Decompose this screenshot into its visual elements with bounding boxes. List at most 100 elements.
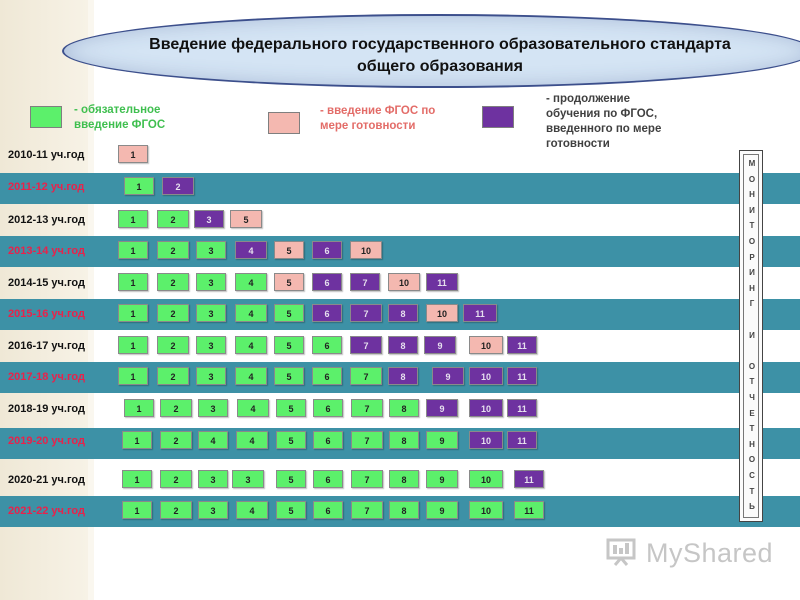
grade-box: 9: [432, 367, 464, 385]
monitoring-letter: И: [749, 205, 755, 215]
title-ellipse: [62, 14, 800, 88]
grade-box: 1: [124, 177, 154, 195]
grade-box: 3: [198, 399, 228, 417]
grade-box: 8: [388, 336, 418, 354]
row-year-label: 2010-11 уч.год: [8, 149, 85, 161]
grade-box: 7: [351, 470, 383, 488]
grade-box: 5: [274, 367, 304, 385]
grade-box: 1: [118, 210, 148, 228]
grade-box: 7: [351, 501, 383, 519]
grade-box: 2: [157, 210, 189, 228]
grade-box: 4: [237, 399, 269, 417]
row-year-label: 2012-13 уч.год: [8, 214, 85, 226]
grade-box: 5: [274, 304, 304, 322]
grade-box: 10: [469, 367, 503, 385]
grade-box: 9: [426, 431, 458, 449]
grade-box: 6: [312, 336, 342, 354]
legend-label-continued: - продолжение обучения по ФГОС, введенно…: [546, 93, 662, 150]
grade-box: 9: [426, 399, 458, 417]
grade-box: 7: [350, 336, 382, 354]
grade-box: 3: [196, 367, 226, 385]
grade-box: 7: [351, 431, 383, 449]
grade-box: 4: [235, 273, 267, 291]
monitoring-letter: И: [749, 268, 755, 278]
row-year-label: 2015-16 уч.год: [8, 308, 85, 320]
monitoring-letter: Т: [749, 377, 755, 387]
grade-box: 11: [507, 399, 537, 417]
grade-box: 3: [198, 501, 228, 519]
grade-box: 8: [389, 431, 419, 449]
grade-box: 10: [469, 336, 503, 354]
monitoring-letter: О: [748, 361, 756, 371]
grade-box: 1: [118, 304, 148, 322]
page-title: Введение федерального государственного о…: [70, 34, 800, 78]
monitoring-letter: О: [748, 455, 756, 465]
grade-box: 7: [350, 367, 382, 385]
row-band: [0, 173, 800, 204]
grade-box: 7: [351, 399, 383, 417]
grade-box: 8: [389, 501, 419, 519]
grade-box: 2: [157, 241, 189, 259]
grade-box: 6: [312, 241, 342, 259]
row-year-label: 2020-21 уч.год: [8, 474, 85, 486]
grade-box: 10: [469, 501, 503, 519]
watermark-text: MyShared: [646, 538, 774, 568]
monitoring-letter: Ч: [749, 393, 755, 402]
grade-box: 2: [157, 336, 189, 354]
grade-box: 5: [274, 336, 304, 354]
grade-box: 1: [118, 367, 148, 385]
grade-box: 1: [118, 241, 148, 259]
grade-box: 11: [514, 470, 544, 488]
grade-box: 6: [313, 399, 343, 417]
row-year-label: 2011-12 уч.год: [8, 181, 85, 193]
grade-box: 3: [198, 470, 228, 488]
grade-box: 8: [389, 470, 419, 488]
monitoring-letter: Т: [749, 424, 755, 434]
grade-box: 1: [118, 336, 148, 354]
legend-swatch-optional: [268, 112, 300, 134]
grade-box: 6: [313, 470, 343, 488]
grade-box: 6: [313, 501, 343, 519]
grade-box: 11: [507, 431, 537, 449]
monitoring-letter: С: [749, 471, 755, 480]
grade-box: 2: [160, 431, 192, 449]
grade-box: 4: [235, 367, 267, 385]
monitoring-letter: Г: [749, 299, 755, 309]
grade-box: 4: [236, 501, 268, 519]
grade-box: 2: [160, 470, 192, 488]
grade-box: 2: [160, 501, 192, 519]
grade-box: 3: [196, 273, 226, 291]
grade-box: 2: [160, 399, 192, 417]
grade-box: 9: [424, 336, 456, 354]
title-line-1: Введение федерального государственного о…: [149, 36, 731, 53]
grade-box: 9: [426, 501, 458, 519]
grade-box: 11: [507, 367, 537, 385]
grade-box: 8: [388, 367, 418, 385]
row-year-label: 2019-20 уч.год: [8, 435, 85, 447]
grade-box: 11: [507, 336, 537, 354]
legend-swatch-continued: [482, 106, 514, 128]
grade-box: 11: [463, 304, 497, 322]
grade-box: 1: [118, 273, 148, 291]
grade-box: 1: [122, 501, 152, 519]
grade-box: 5: [276, 399, 306, 417]
grade-box: 10: [388, 273, 420, 291]
title-line-2: общего образования: [357, 58, 523, 75]
monitoring-letter: О: [748, 237, 756, 246]
monitoring-letter: Р: [749, 252, 755, 262]
grade-box: 1: [122, 470, 152, 488]
row-year-label: 2021-22 уч.год: [8, 505, 85, 517]
monitoring-letter: И: [749, 330, 755, 340]
grade-box: 8: [389, 399, 419, 417]
grade-box: 10: [469, 431, 503, 449]
monitoring-letter: Ь: [749, 502, 755, 512]
row-year-label: 2014-15 уч.год: [8, 277, 85, 289]
legend-label-mandatory: - обязательное введение ФГОС: [74, 104, 166, 131]
row-year-label: 2017-18 уч.год: [8, 371, 85, 383]
grade-box: 5: [276, 501, 306, 519]
grade-box: 6: [312, 273, 342, 291]
row-year-label: 2018-19 уч.год: [8, 403, 85, 415]
